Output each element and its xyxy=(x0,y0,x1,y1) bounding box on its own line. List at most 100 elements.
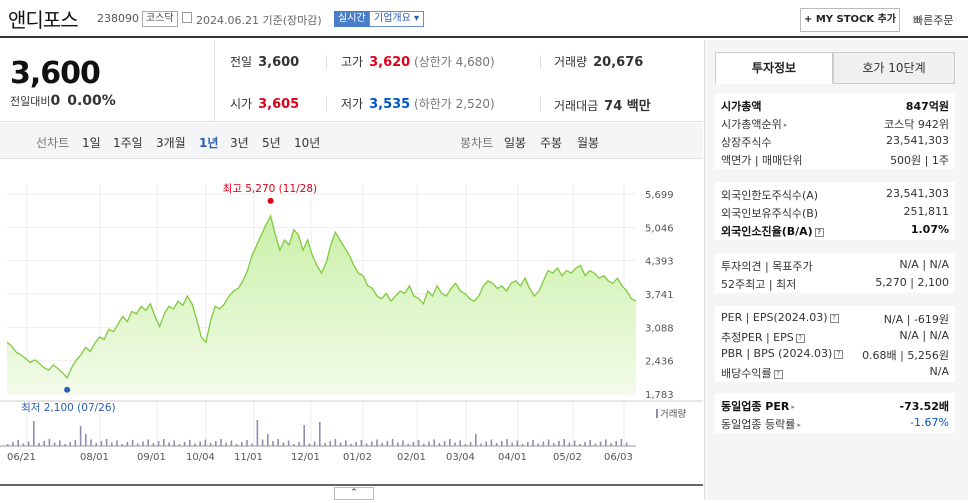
market-badge: 코스닥 xyxy=(142,11,178,27)
tab-period-3m[interactable]: 3개월 xyxy=(156,136,186,150)
volume-bar xyxy=(579,444,581,446)
volume-bar xyxy=(350,444,352,446)
x-tick-label: 03/04 xyxy=(446,452,475,463)
volume-bar xyxy=(152,443,155,446)
volume-bar xyxy=(594,443,597,446)
volume-bar xyxy=(371,441,373,446)
low-marker xyxy=(64,386,71,393)
tab-period-5y[interactable]: 5년 xyxy=(262,136,281,150)
y-tick-label: 2,436 xyxy=(645,357,674,368)
volume-bar xyxy=(365,443,368,446)
stock-code: 238090 xyxy=(97,12,139,25)
help-icon[interactable]: ? xyxy=(829,313,839,323)
volume-bar xyxy=(610,443,612,446)
volume-bar xyxy=(59,440,61,446)
info-row: 52주최고 | 최저 5,270 | 2,100 xyxy=(715,273,955,291)
info-row: 시가총액 847억원 xyxy=(715,95,955,113)
x-tick-label: 10/04 xyxy=(186,452,215,463)
volume-bar xyxy=(334,439,337,446)
volume-bar xyxy=(443,441,446,446)
info-label: 외국인보유주식수(B) xyxy=(721,207,819,220)
volume-bar xyxy=(495,443,498,446)
volume-legend-swatch xyxy=(656,409,658,418)
info-label: 액면가 | 매매단위 xyxy=(721,154,803,167)
tab-invest-info[interactable]: 투자정보 xyxy=(715,52,833,84)
info-row: 액면가 | 매매단위 500원 | 1주 xyxy=(715,149,955,167)
volume-bar xyxy=(147,439,149,446)
tab-candle-daily[interactable]: 일봉 xyxy=(504,136,527,150)
info-label: PER | EPS(2024.03)? xyxy=(721,311,839,324)
volume-bar xyxy=(511,442,513,446)
volume-bar xyxy=(204,439,207,446)
volume-bar xyxy=(355,442,357,446)
tab-period-3y[interactable]: 3년 xyxy=(230,136,249,150)
volume-bar xyxy=(527,442,529,446)
period-selector: 선차트 1일 1주일 3개월 1년 3년 5년 10년 봉차트 일봉 주봉 월봉 xyxy=(0,123,703,159)
tab-period-1d[interactable]: 1일 xyxy=(82,136,101,150)
high-label: 최고 5,270 (11/28) xyxy=(223,183,318,195)
tab-period-1y[interactable]: 1년 xyxy=(199,136,219,150)
info-group: 외국인한도주식수(A) 23,541,303 외국인보유주식수(B) 251,811 외… xyxy=(715,182,955,240)
volume-bar xyxy=(220,439,222,446)
info-value: 251,811 xyxy=(903,205,950,218)
help-icon[interactable]: ? xyxy=(834,349,844,359)
volume-bar xyxy=(339,442,342,446)
tab-candle-monthly[interactable]: 월봉 xyxy=(577,136,600,150)
volume-bar xyxy=(168,442,170,446)
arrow-right-icon[interactable]: ▸ xyxy=(783,121,788,129)
volume-bar xyxy=(215,441,217,446)
add-mystock-button[interactable]: + MY STOCK 추가 xyxy=(800,8,900,32)
price-summary: 3,600 전일대비0 0.00% 전일 3,600 고가 3,620 (상한가 4… xyxy=(0,40,703,122)
help-icon[interactable]: ? xyxy=(814,227,824,237)
volume-bar xyxy=(33,421,35,446)
volume-bar xyxy=(111,442,113,446)
help-icon[interactable]: ? xyxy=(795,333,805,343)
volume-bar xyxy=(48,439,51,446)
price-chart[interactable]: 5,699 5,046 4,393 3,741 3,088 2,436 1,783 최고 5,… xyxy=(0,160,703,500)
chevron-down-icon: ▾ xyxy=(414,13,420,24)
volume-bar xyxy=(464,444,467,446)
y-tick-label: 5,046 xyxy=(645,223,674,234)
volume-bar xyxy=(100,441,103,446)
tab-period-1w[interactable]: 1주일 xyxy=(113,136,143,150)
volume-bar xyxy=(423,443,425,446)
volume-bar xyxy=(85,434,87,446)
info-value: 1.07% xyxy=(910,223,949,236)
tab-candle-weekly[interactable]: 주봉 xyxy=(540,136,563,150)
volume-bar xyxy=(189,440,191,446)
realtime-badge[interactable]: 실시간 xyxy=(334,11,370,27)
volume-bar xyxy=(547,439,550,446)
volume-bar xyxy=(64,444,66,446)
volume-bar xyxy=(412,442,415,446)
collapse-chart-button[interactable]: ⌃ xyxy=(334,487,374,500)
volume-bar xyxy=(69,442,71,446)
volume-bar xyxy=(329,441,331,446)
volume-bar xyxy=(241,442,243,446)
arrow-right-icon[interactable]: ▸ xyxy=(797,421,801,429)
stock-header: 앤디포스 238090 코스닥 2024.06.21 기준(장마감) 실시간 기… xyxy=(0,0,968,38)
arrow-right-icon[interactable]: ▸ xyxy=(791,403,795,411)
x-tick-label: 11/01 xyxy=(234,452,263,463)
help-icon[interactable]: ? xyxy=(773,369,783,379)
volume-bar xyxy=(38,443,40,446)
volume-bar xyxy=(287,440,290,446)
tab-orderbook[interactable]: 호가 10단계 xyxy=(833,52,955,84)
open-price: 시가 3,605 xyxy=(230,97,300,112)
info-row: 외국인소진율(B/A)? 1.07% xyxy=(715,220,955,238)
volume-bar xyxy=(454,442,456,446)
company-overview-button[interactable]: 기업개요 ▾ xyxy=(369,11,425,27)
volume-bar xyxy=(542,441,545,446)
x-tick-label: 02/01 xyxy=(397,452,426,463)
price-change: 전일대비0 0.00% xyxy=(10,93,116,109)
info-row: 투자의견 | 목표주가 N/A | N/A xyxy=(715,255,955,273)
volume-bar xyxy=(105,439,108,446)
volume-bar xyxy=(7,444,9,446)
volume-bar xyxy=(12,442,14,446)
x-tick-label: 04/01 xyxy=(498,452,527,463)
volume-bar xyxy=(246,440,248,446)
quick-order-button[interactable]: 빠른주문 xyxy=(913,14,954,27)
volume-bar xyxy=(324,443,326,446)
tab-period-10y[interactable]: 10년 xyxy=(294,136,321,150)
volume-bar xyxy=(137,443,139,446)
volume-bar xyxy=(298,442,300,446)
